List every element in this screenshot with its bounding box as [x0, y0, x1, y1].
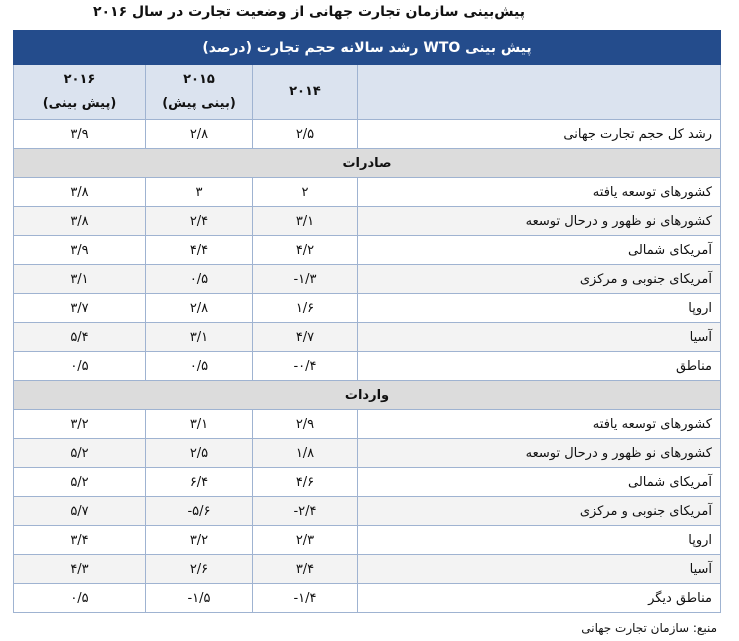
- data-row: آسیا ۴/۷ ۳/۱ ۵/۴: [13, 322, 721, 352]
- value-cell: ۲/۸: [145, 119, 253, 149]
- data-row: آمریکای جنوبی و مرکزی -۱/۳ ۰/۵ ۳/۱: [13, 264, 721, 294]
- row-label: آسیا: [357, 322, 721, 352]
- value-cell: ۰/۵: [13, 351, 146, 381]
- value-cell: ۳/۸: [13, 177, 146, 207]
- data-row: آمریکای جنوبی و مرکزی -۲/۴ -۵/۶ ۵/۷: [13, 496, 721, 526]
- value-cell: ۲/۵: [145, 438, 253, 468]
- value-cell: ۲/۹: [252, 409, 358, 439]
- value-cell: ۳/۸: [13, 206, 146, 236]
- value-cell: ۵/۲: [13, 467, 146, 497]
- header-cell: ۲۰۱۶ (پیش بینی): [13, 64, 146, 120]
- value-cell: ۵/۷: [13, 496, 146, 526]
- value-cell: ۳: [145, 177, 253, 207]
- value-cell: ۴/۲: [252, 235, 358, 265]
- data-row: رشد کل حجم تجارت جهانی ۲/۵ ۲/۸ ۳/۹: [13, 119, 721, 149]
- value-cell: ۳/۹: [13, 119, 146, 149]
- data-row: مناطق -۰/۴ ۰/۵ ۰/۵: [13, 351, 721, 381]
- value-cell: ۳/۲: [13, 409, 146, 439]
- data-row: کشورهای توسعه یافته ۲ ۳ ۳/۸: [13, 177, 721, 207]
- page-title: پیش‌بینی سازمان تجارت جهانی از وضعیت تجا…: [92, 4, 525, 20]
- data-row: اروپا ۱/۶ ۲/۸ ۳/۷: [13, 293, 721, 323]
- section-label: صادرات: [13, 148, 721, 178]
- value-cell: ۴/۴: [145, 235, 253, 265]
- row-label: آمریکای شمالی: [357, 235, 721, 265]
- value-cell: ۰/۵: [13, 583, 146, 613]
- value-cell: ۱/۶: [252, 293, 358, 323]
- value-cell: ۳/۱: [145, 409, 253, 439]
- value-cell: ۲/۶: [145, 554, 253, 584]
- row-label: کشورهای نو ظهور و درحال توسعه: [357, 438, 721, 468]
- value-cell: ۱/۸: [252, 438, 358, 468]
- row-label: آسیا: [357, 554, 721, 584]
- value-cell: -۵/۶: [145, 496, 253, 526]
- section-row: صادرات: [13, 148, 721, 178]
- data-row: کشورهای نو ظهور و درحال توسعه ۳/۱ ۲/۴ ۳/۸: [13, 206, 721, 236]
- value-cell: ۰/۵: [145, 351, 253, 381]
- value-cell: ۳/۱: [145, 322, 253, 352]
- value-cell: ۳/۱: [252, 206, 358, 236]
- section-row: واردات: [13, 380, 721, 410]
- value-cell: ۳/۷: [13, 293, 146, 323]
- value-cell: ۴/۶: [252, 467, 358, 497]
- row-label: آمریکای جنوبی و مرکزی: [357, 264, 721, 294]
- data-row: آمریکای شمالی ۴/۲ ۴/۴ ۳/۹: [13, 235, 721, 265]
- row-label: مناطق: [357, 351, 721, 381]
- value-cell: -۱/۴: [252, 583, 358, 613]
- header-cell: [357, 64, 721, 120]
- data-row: مناطق دیگر -۱/۴ -۱/۵ ۰/۵: [13, 583, 721, 613]
- value-cell: ۳/۱: [13, 264, 146, 294]
- row-label: اروپا: [357, 293, 721, 323]
- header-cell: ۲۰۱۴: [252, 64, 358, 120]
- value-cell: ۳/۴: [13, 525, 146, 555]
- column-year: ۲۰۱۵: [183, 72, 215, 87]
- value-cell: ۵/۴: [13, 322, 146, 352]
- row-label: آمریکای شمالی: [357, 467, 721, 497]
- column-note: (پیش بینی): [42, 96, 117, 111]
- header-cell: ۲۰۱۵ (بینی پیش): [145, 64, 253, 120]
- value-cell: ۵/۲: [13, 438, 146, 468]
- row-label: اروپا: [357, 525, 721, 555]
- data-row: آسیا ۳/۴ ۲/۶ ۴/۳: [13, 554, 721, 584]
- value-cell: ۶/۴: [145, 467, 253, 497]
- row-label: مناطق دیگر: [357, 583, 721, 613]
- row-label: آمریکای جنوبی و مرکزی: [357, 496, 721, 526]
- column-year: ۲۰۱۴: [289, 84, 321, 99]
- value-cell: ۳/۹: [13, 235, 146, 265]
- value-cell: -۱/۵: [145, 583, 253, 613]
- source: منبع: سازمان تجارت جهانی: [581, 621, 717, 635]
- value-cell: ۳/۲: [145, 525, 253, 555]
- value-cell: -۱/۳: [252, 264, 358, 294]
- value-cell: ۰/۵: [145, 264, 253, 294]
- data-row: آمریکای شمالی ۴/۶ ۶/۴ ۵/۲: [13, 467, 721, 497]
- value-cell: ۲/۴: [145, 206, 253, 236]
- value-cell: -۲/۴: [252, 496, 358, 526]
- value-cell: ۲/۳: [252, 525, 358, 555]
- section-label: واردات: [13, 380, 721, 410]
- value-cell: ۴/۷: [252, 322, 358, 352]
- table-title: پیش بینی WTO رشد سالانه حجم تجارت (درصد): [13, 30, 721, 65]
- row-label: کشورهای نو ظهور و درحال توسعه: [357, 206, 721, 236]
- value-cell: ۴/۳: [13, 554, 146, 584]
- row-label: کشورهای توسعه یافته: [357, 409, 721, 439]
- column-year: ۲۰۱۶: [63, 72, 96, 87]
- value-cell: ۳/۴: [252, 554, 358, 584]
- value-cell: -۰/۴: [252, 351, 358, 381]
- row-label: کشورهای توسعه یافته: [357, 177, 721, 207]
- value-cell: ۲: [252, 177, 358, 207]
- data-row: کشورهای توسعه یافته ۲/۹ ۳/۱ ۳/۲: [13, 409, 721, 439]
- trade-table: پیش بینی WTO رشد سالانه حجم تجارت (درصد)…: [13, 30, 721, 613]
- column-note: (بینی پیش): [162, 96, 236, 111]
- row-label: رشد کل حجم تجارت جهانی: [357, 119, 721, 149]
- data-row: کشورهای نو ظهور و درحال توسعه ۱/۸ ۲/۵ ۵/۲: [13, 438, 721, 468]
- value-cell: ۲/۸: [145, 293, 253, 323]
- header-row: ۲۰۱۴ ۲۰۱۵ (بینی پیش) ۲۰۱۶ (پیش بینی): [13, 64, 721, 120]
- value-cell: ۲/۵: [252, 119, 358, 149]
- data-row: اروپا ۲/۳ ۳/۲ ۳/۴: [13, 525, 721, 555]
